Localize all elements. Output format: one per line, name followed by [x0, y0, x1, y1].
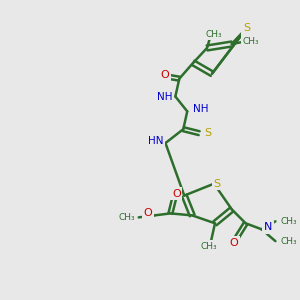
Text: CH₃: CH₃ [118, 213, 135, 222]
Text: NH: NH [157, 92, 172, 101]
Text: O: O [230, 238, 238, 248]
Text: HN: HN [148, 136, 164, 146]
Text: NH: NH [193, 104, 209, 114]
Text: O: O [144, 208, 153, 218]
Text: CH₃: CH₃ [280, 217, 297, 226]
Text: S: S [243, 23, 250, 33]
Text: O: O [172, 189, 181, 199]
Text: CH₃: CH₃ [242, 37, 259, 46]
Text: CH₃: CH₃ [280, 237, 297, 246]
Text: S: S [213, 179, 220, 189]
Text: O: O [160, 70, 169, 80]
Text: CH₃: CH₃ [206, 30, 222, 39]
Text: N: N [263, 222, 272, 232]
Text: S: S [204, 128, 211, 138]
Text: CH₃: CH₃ [201, 242, 218, 250]
